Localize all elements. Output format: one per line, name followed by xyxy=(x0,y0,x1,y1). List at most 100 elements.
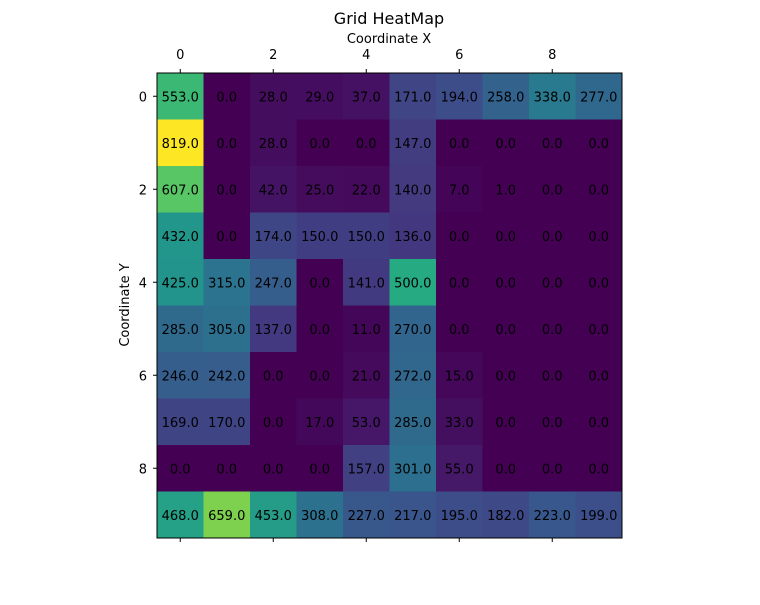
cell-value-label: 0.0 xyxy=(309,462,330,477)
heatmap-cell xyxy=(529,352,576,399)
cell-value-label: 0.0 xyxy=(309,369,330,384)
y-tick-label: 4 xyxy=(139,276,147,291)
heatmap-cell xyxy=(250,491,297,539)
cell-value-label: 425.0 xyxy=(162,276,199,291)
cell-value-label: 174.0 xyxy=(255,230,292,245)
cell-value-label: 17.0 xyxy=(305,416,334,431)
heatmap-cell xyxy=(389,305,437,353)
cell-value-label: 500.0 xyxy=(394,276,431,291)
heatmap-cell xyxy=(529,166,576,213)
cell-value-label: 0.0 xyxy=(309,323,330,338)
x-tick-label: 6 xyxy=(455,48,463,63)
cell-value-label: 28.0 xyxy=(259,90,288,105)
heatmap-cell xyxy=(575,212,623,260)
cell-value-label: 22.0 xyxy=(352,183,381,198)
heatmap-cell xyxy=(389,212,437,260)
cell-value-label: 659.0 xyxy=(208,509,245,524)
heatmap-cell xyxy=(529,73,576,120)
heatmap-cell xyxy=(482,73,530,120)
heatmap-cell xyxy=(389,445,437,492)
cell-value-label: 136.0 xyxy=(394,230,431,245)
cell-value-label: 0.0 xyxy=(495,462,516,477)
heatmap-cell xyxy=(296,445,344,492)
heatmap-cell xyxy=(389,352,437,399)
cell-value-label: 11.0 xyxy=(352,323,381,338)
heatmap-cell xyxy=(157,119,204,167)
cell-value-label: 0.0 xyxy=(216,462,237,477)
cell-value-label: 277.0 xyxy=(580,90,617,105)
cell-value-label: 223.0 xyxy=(534,509,571,524)
heatmap-cell xyxy=(203,212,251,260)
cell-value-label: 0.0 xyxy=(542,369,563,384)
heatmap-cell xyxy=(203,166,251,213)
heatmap-cell xyxy=(575,445,623,492)
heatmap-cell xyxy=(250,398,297,446)
heatmap-cell xyxy=(529,491,576,539)
x-tick-label: 0 xyxy=(176,48,184,63)
heatmap-cell xyxy=(436,166,483,213)
cell-value-label: 29.0 xyxy=(305,90,334,105)
heatmap-cell xyxy=(157,445,204,492)
cell-value-label: 0.0 xyxy=(542,462,563,477)
heatmap-cell xyxy=(575,305,623,353)
cell-value-label: 246.0 xyxy=(162,369,199,384)
cell-value-label: 25.0 xyxy=(305,183,334,198)
cell-value-label: 28.0 xyxy=(259,137,288,152)
heatmap-cell xyxy=(296,119,344,167)
cell-value-label: 21.0 xyxy=(352,369,381,384)
heatmap-cell xyxy=(529,119,576,167)
heatmap-cell xyxy=(389,119,437,167)
y-tick-label: 6 xyxy=(139,369,147,384)
cell-value-label: 171.0 xyxy=(394,90,431,105)
cell-value-label: 157.0 xyxy=(348,462,385,477)
cell-value-label: 0.0 xyxy=(588,183,609,198)
heatmap-cell xyxy=(296,352,344,399)
heatmap-cell xyxy=(203,445,251,492)
heatmap-cell xyxy=(575,259,623,306)
cell-value-label: 0.0 xyxy=(495,416,516,431)
cell-value-label: 553.0 xyxy=(162,90,199,105)
cell-value-label: 242.0 xyxy=(208,369,245,384)
heatmap-cell xyxy=(157,491,204,539)
heatmap-cell xyxy=(203,259,251,306)
cell-value-label: 0.0 xyxy=(542,183,563,198)
heatmap-cell xyxy=(575,166,623,213)
cell-value-label: 0.0 xyxy=(495,369,516,384)
cell-value-label: 150.0 xyxy=(348,230,385,245)
cell-value-label: 217.0 xyxy=(394,509,431,524)
heatmap-cell xyxy=(296,166,344,213)
heatmap-cell xyxy=(343,305,390,353)
heatmap-cell xyxy=(343,352,390,399)
x-tick-label: 8 xyxy=(548,48,556,63)
cell-value-label: 338.0 xyxy=(534,90,571,105)
cell-value-label: 0.0 xyxy=(542,276,563,291)
cell-value-label: 0.0 xyxy=(216,137,237,152)
cell-value-label: 0.0 xyxy=(588,416,609,431)
heatmap-cells xyxy=(157,73,623,539)
y-tick-label: 8 xyxy=(139,462,147,477)
heatmap-cell xyxy=(575,491,623,539)
axis-ticks: 0 2 4 6 8 0 2 4 6 8 xyxy=(139,48,556,542)
heatmap-cell xyxy=(482,352,530,399)
cell-value-label: 0.0 xyxy=(449,137,470,152)
cell-value-label: 819.0 xyxy=(162,137,199,152)
heatmap-cell xyxy=(157,352,204,399)
heatmap-cell xyxy=(575,119,623,167)
heatmap-cell xyxy=(343,398,390,446)
cell-value-label: 0.0 xyxy=(449,230,470,245)
heatmap-cell xyxy=(203,352,251,399)
cell-value-label: 227.0 xyxy=(348,509,385,524)
heatmap-cell-labels: 553.0 0.0 28.0 29.0 37.0 171.0 194.0 258.0 338.0… xyxy=(162,90,618,524)
cell-value-label: 42.0 xyxy=(259,183,288,198)
cell-value-label: 147.0 xyxy=(394,137,431,152)
heatmap-cell xyxy=(529,212,576,260)
cell-value-label: 0.0 xyxy=(449,323,470,338)
heatmap-cell xyxy=(575,398,623,446)
cell-value-label: 169.0 xyxy=(162,416,199,431)
heatmap-cell xyxy=(250,305,297,353)
heatmap-cell xyxy=(203,305,251,353)
heatmap-cell xyxy=(529,305,576,353)
cell-value-label: 0.0 xyxy=(356,137,377,152)
y-tick-label: 0 xyxy=(139,90,147,105)
y-tick-label: 2 xyxy=(139,183,147,198)
